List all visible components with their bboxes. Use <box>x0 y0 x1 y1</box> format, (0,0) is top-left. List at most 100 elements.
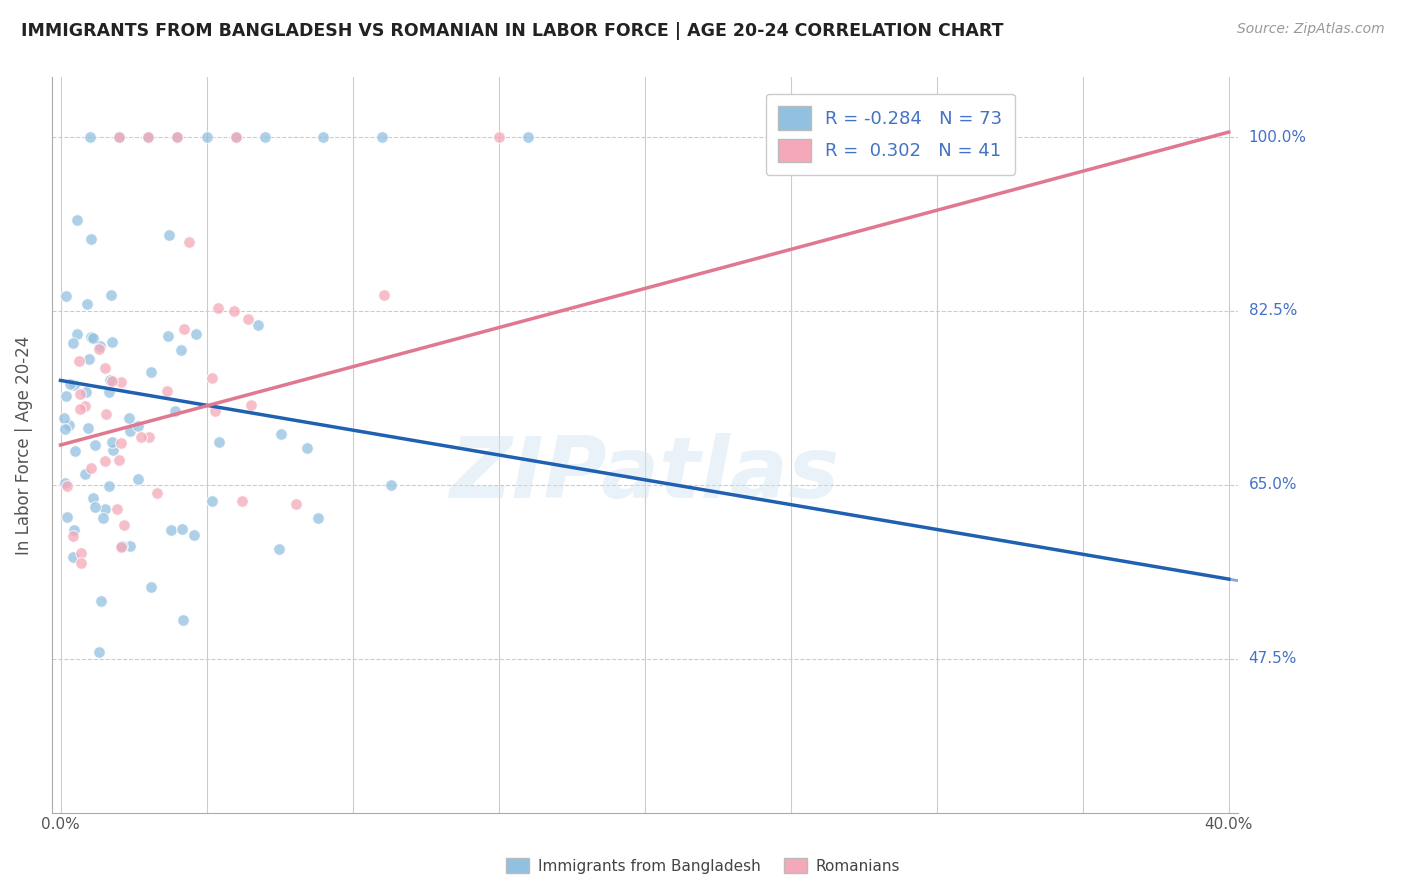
Point <box>79 352 101 367</box>
Point <box>69 387 91 401</box>
Point <box>90 594 112 608</box>
Point <box>87 645 110 659</box>
Point <box>183 527 205 541</box>
Point <box>201 493 224 508</box>
Point <box>97 384 120 399</box>
Point <box>70 546 93 560</box>
Point <box>62 377 84 392</box>
Text: 47.5%: 47.5% <box>1249 651 1296 666</box>
Point <box>139 365 162 379</box>
Point <box>236 312 259 326</box>
Point <box>516 130 538 145</box>
Point <box>97 478 120 492</box>
Point <box>93 453 115 467</box>
Point <box>207 301 229 316</box>
Point <box>62 529 84 543</box>
Point <box>101 335 124 350</box>
Point <box>76 297 98 311</box>
Point <box>307 511 329 525</box>
Point <box>270 426 292 441</box>
Point <box>53 422 76 436</box>
Point <box>284 497 307 511</box>
Point <box>100 288 122 302</box>
Point <box>136 130 159 145</box>
Point <box>118 424 141 438</box>
Point <box>55 288 77 302</box>
Point <box>62 336 84 351</box>
Point <box>208 435 231 450</box>
Point <box>312 130 335 145</box>
Point <box>103 442 125 457</box>
Point <box>127 472 149 486</box>
Point <box>195 130 218 145</box>
Point <box>179 235 201 249</box>
Point <box>159 523 181 537</box>
Y-axis label: In Labor Force | Age 20-24: In Labor Force | Age 20-24 <box>15 335 32 555</box>
Point <box>224 304 246 318</box>
Point <box>118 411 141 425</box>
Point <box>488 130 510 145</box>
Point <box>157 228 180 243</box>
Point <box>69 402 91 417</box>
Point <box>186 327 208 342</box>
Point <box>66 213 89 227</box>
Point <box>80 460 103 475</box>
Point <box>94 502 117 516</box>
Point <box>253 130 276 145</box>
Text: Source: ZipAtlas.com: Source: ZipAtlas.com <box>1237 22 1385 37</box>
Text: ZIPatlas: ZIPatlas <box>450 433 839 516</box>
Point <box>145 485 167 500</box>
Point <box>110 540 132 554</box>
Point <box>55 479 77 493</box>
Point <box>156 384 179 398</box>
Point <box>101 434 124 449</box>
Point <box>75 399 97 413</box>
Point <box>55 388 77 402</box>
Point <box>371 130 394 145</box>
Point <box>75 384 97 399</box>
Point <box>166 130 188 145</box>
Point <box>63 444 86 458</box>
Point <box>170 343 193 358</box>
Point <box>69 354 91 368</box>
Point <box>225 130 247 145</box>
Point <box>87 342 110 356</box>
Legend: R = -0.284   N = 73, R =  0.302   N = 41: R = -0.284 N = 73, R = 0.302 N = 41 <box>766 94 1015 175</box>
Point <box>107 453 129 467</box>
Point <box>82 491 104 505</box>
Point <box>200 370 222 384</box>
Point <box>101 374 124 388</box>
Point <box>955 130 977 145</box>
Point <box>94 407 117 421</box>
Point <box>129 430 152 444</box>
Point <box>173 322 195 336</box>
Text: 100.0%: 100.0% <box>1249 129 1306 145</box>
Point <box>77 421 100 435</box>
Point <box>73 467 96 481</box>
Point <box>163 404 186 418</box>
Point <box>156 328 179 343</box>
Point <box>112 517 135 532</box>
Point <box>55 509 77 524</box>
Text: IMMIGRANTS FROM BANGLADESH VS ROMANIAN IN LABOR FORCE | AGE 20-24 CORRELATION CH: IMMIGRANTS FROM BANGLADESH VS ROMANIAN I… <box>21 22 1004 40</box>
Point <box>58 418 80 433</box>
Point <box>110 436 132 450</box>
Point <box>267 541 290 556</box>
Point <box>53 476 76 491</box>
Point <box>172 522 194 536</box>
Point <box>82 331 104 345</box>
Point <box>91 510 114 524</box>
Point <box>166 130 188 145</box>
Text: 82.5%: 82.5% <box>1249 303 1296 318</box>
Point <box>204 404 226 418</box>
Point <box>108 130 131 145</box>
Point <box>79 130 101 145</box>
Point <box>110 375 132 389</box>
Point <box>63 523 86 537</box>
Point <box>295 442 318 456</box>
Point <box>84 500 107 515</box>
Point <box>94 361 117 376</box>
Point <box>111 539 134 553</box>
Point <box>80 330 103 344</box>
Point <box>52 411 75 425</box>
